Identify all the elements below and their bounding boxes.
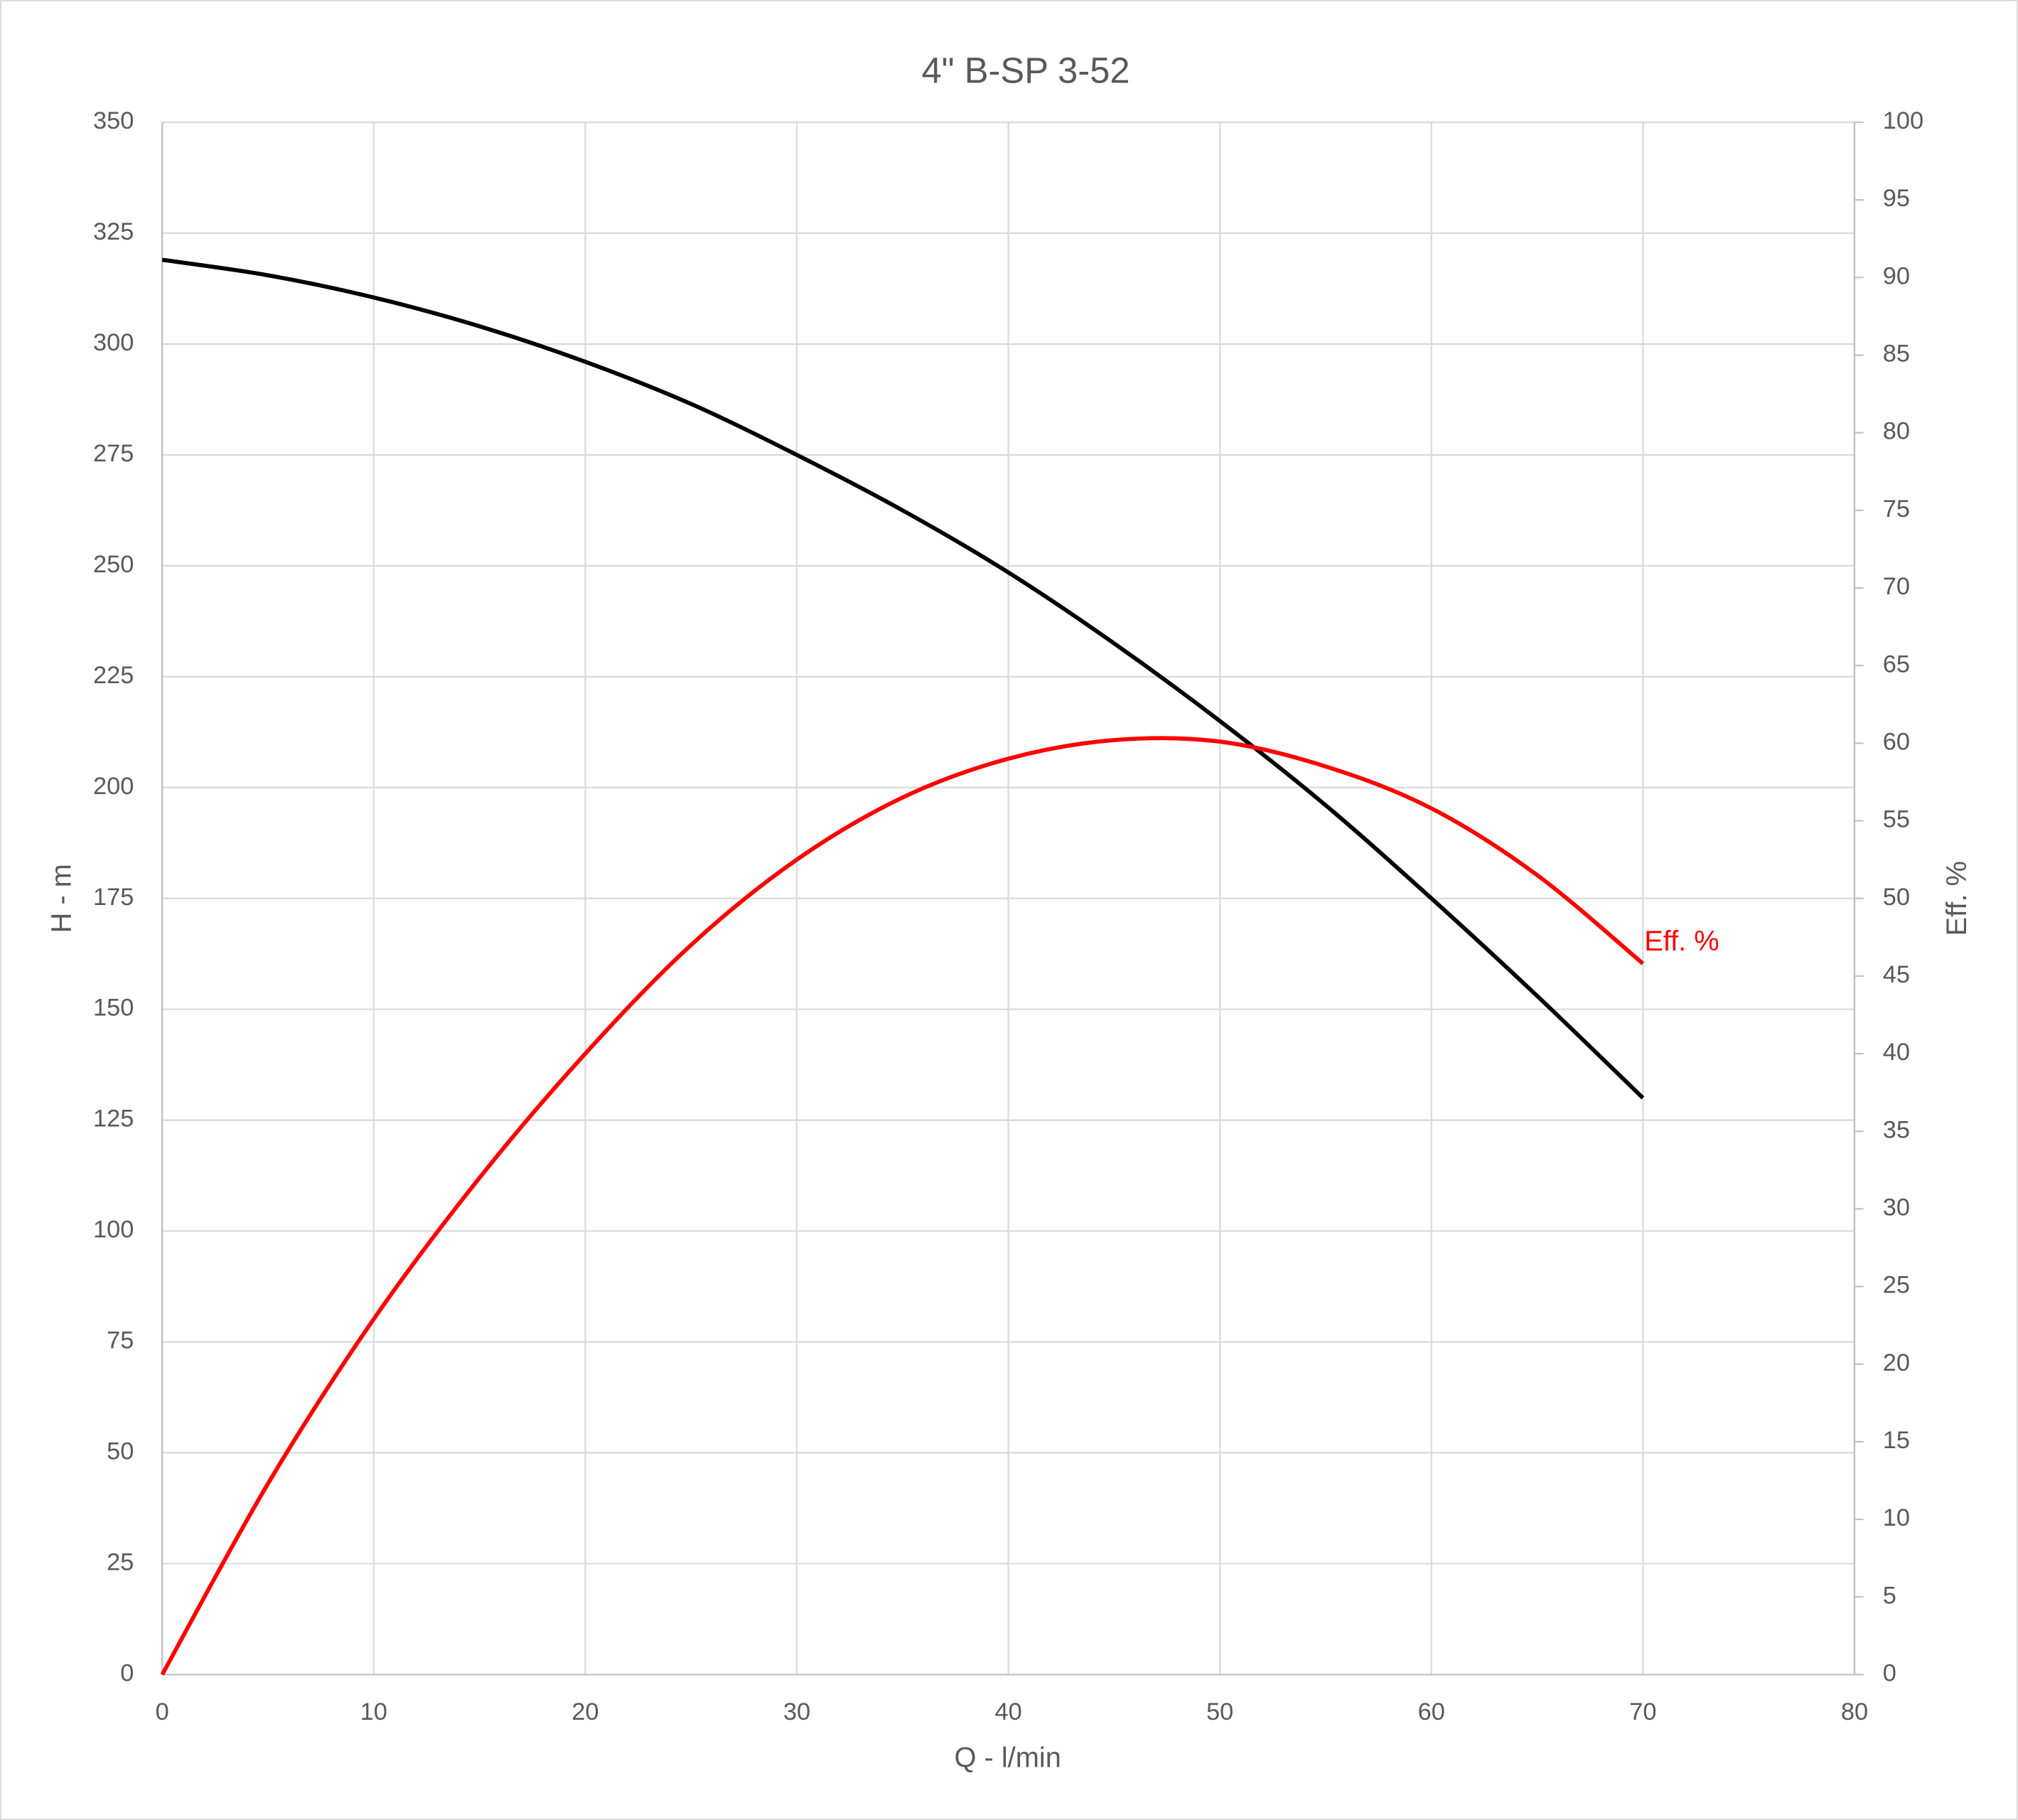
y2-tick-label: 0 (1883, 1659, 1896, 1686)
x-tick-label: 80 (1841, 1698, 1868, 1725)
y2-tick-label: 70 (1883, 573, 1910, 600)
y-tick-label: 350 (93, 107, 134, 134)
y2-tick-label: 95 (1883, 185, 1910, 212)
series-line (161, 257, 1645, 1100)
y-tick-label: 325 (93, 218, 134, 245)
y-tick-label: 25 (107, 1549, 134, 1576)
y2-tick-label: 90 (1883, 262, 1910, 289)
y2-tick-label: 15 (1883, 1427, 1910, 1454)
y-tick-label: 125 (93, 1106, 134, 1133)
y2-tick-label: 100 (1883, 107, 1923, 134)
y-tick-label: 250 (93, 551, 134, 578)
y-tick-label: 225 (93, 662, 134, 689)
y2-tick-label: 5 (1883, 1582, 1896, 1609)
x-tick-label: 50 (1206, 1698, 1233, 1725)
y2-tick-label: 80 (1883, 418, 1910, 445)
y2-tick-label: 30 (1883, 1194, 1910, 1221)
y-tick-label: 150 (93, 995, 134, 1022)
y-tick-label: 75 (107, 1327, 134, 1354)
y2-tick-label: 85 (1883, 341, 1910, 368)
y2-tick-label: 20 (1883, 1349, 1910, 1376)
x-tick-label: 20 (571, 1698, 599, 1725)
x-tick-label: 70 (1629, 1698, 1656, 1725)
y-tick-label: 0 (120, 1659, 134, 1686)
x-tick-label: 10 (360, 1698, 387, 1725)
y-tick-label: 50 (107, 1438, 134, 1465)
y2-tick-label: 40 (1883, 1039, 1910, 1066)
x-axis-label: Q - l/min (954, 1742, 1061, 1773)
y2-tick-label: 35 (1883, 1116, 1910, 1143)
y2-tick-label: 45 (1883, 961, 1910, 988)
y2-axis-label: Eff. % (1941, 861, 1973, 936)
chart-title: 4" B-SP 3-52 (921, 50, 1129, 91)
y2-tick-label: 50 (1883, 884, 1910, 911)
y-tick-label: 175 (93, 884, 134, 911)
y2-tick-label: 55 (1883, 806, 1910, 833)
y-tick-label: 275 (93, 440, 134, 467)
y-tick-label: 200 (93, 773, 134, 800)
y2-tick-label: 75 (1883, 496, 1910, 523)
y2-tick-label: 65 (1883, 651, 1910, 678)
y-tick-label: 100 (93, 1216, 134, 1243)
y-tick-label: 300 (93, 329, 134, 356)
x-tick-label: 40 (994, 1698, 1021, 1725)
series-label: Eff. % (1644, 926, 1719, 957)
x-tick-label: 60 (1418, 1698, 1445, 1725)
x-tick-label: 30 (783, 1698, 810, 1725)
x-tick-label: 0 (156, 1698, 169, 1725)
y2-tick-label: 10 (1883, 1504, 1910, 1531)
y-axis-label: H - m (45, 864, 77, 933)
y2-tick-label: 25 (1883, 1272, 1910, 1299)
y2-tick-label: 60 (1883, 728, 1910, 755)
series-line (160, 736, 1645, 1676)
